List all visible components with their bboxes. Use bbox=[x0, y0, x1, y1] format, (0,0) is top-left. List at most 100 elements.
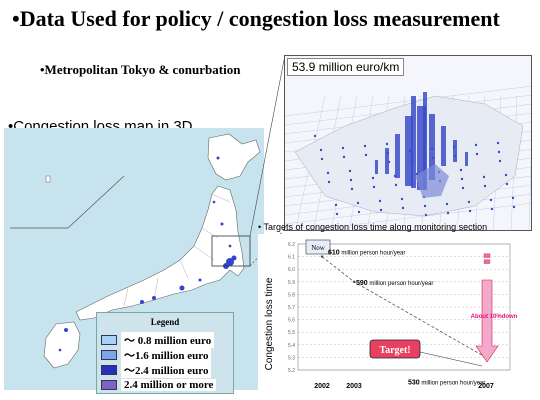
y-tick-label: 5.2 bbox=[288, 368, 295, 374]
inset-dot bbox=[452, 145, 456, 149]
inset-dot bbox=[482, 175, 486, 179]
inset-dot bbox=[504, 173, 508, 177]
legend-item-1: ～ 0.8 million euro bbox=[101, 331, 215, 348]
inset-bar bbox=[453, 140, 457, 162]
target-badge bbox=[369, 339, 421, 359]
chart-title: • Targets of congestion loss time along … bbox=[258, 222, 488, 232]
target-pointer bbox=[419, 351, 483, 367]
inset-dot bbox=[393, 174, 397, 178]
y-tick-label: 5.5 bbox=[288, 330, 295, 336]
inset-dot bbox=[423, 204, 427, 208]
legend-label-2: ～1.6 million euro bbox=[121, 346, 212, 363]
legend-item-4: 2.4 million or more bbox=[101, 378, 217, 391]
inset-dot bbox=[409, 158, 413, 162]
hokkaido-island bbox=[207, 133, 261, 181]
inset-dot bbox=[430, 147, 434, 151]
legend-label-3: ～2.4 million euro bbox=[121, 361, 212, 378]
inset-dot bbox=[386, 151, 390, 155]
okinawa-inset-line bbox=[10, 175, 125, 229]
target-label: Target! bbox=[379, 345, 410, 356]
series-point bbox=[352, 280, 356, 283]
inset-bar bbox=[417, 106, 426, 190]
inset-dot bbox=[387, 160, 391, 164]
inset-dot bbox=[401, 206, 405, 210]
inset-dot bbox=[446, 211, 450, 215]
chart: Congestion loss time 6.2 6.1 6.0 5.9 5.8 5.7 5… bbox=[258, 234, 536, 398]
inset-dot bbox=[356, 201, 360, 205]
inset-dot bbox=[379, 208, 383, 212]
tokyo-3d-svg bbox=[285, 56, 531, 230]
marker-610-b bbox=[483, 259, 491, 264]
now-label: Now bbox=[311, 244, 326, 252]
inset-dot bbox=[460, 177, 464, 181]
inset-dot bbox=[453, 154, 457, 158]
inset-dot bbox=[334, 203, 338, 207]
inset-dot bbox=[385, 142, 389, 146]
inset-dot bbox=[467, 200, 471, 204]
y-tick-label: 5.4 bbox=[288, 343, 295, 349]
kyushu-island bbox=[43, 321, 81, 369]
legend: Legend ～ 0.8 million euro ～1.6 million e… bbox=[96, 312, 234, 394]
metro-subtitle: •Metropolitan Tokyo & conurbation bbox=[40, 62, 241, 77]
inset-dot bbox=[498, 159, 502, 163]
inset-dot bbox=[475, 152, 479, 156]
y-tick-label: 6.1 bbox=[288, 255, 295, 261]
down-arrow bbox=[475, 279, 499, 363]
chart-y-ticks: 6.2 6.1 6.0 5.9 5.8 5.7 5.6 5.5 5.4 5.3 5.2 bbox=[288, 242, 295, 374]
x-tick-label: 2002 bbox=[314, 383, 330, 390]
slide-title: •Data Used for policy / congestion loss … bbox=[12, 6, 500, 31]
legend-swatch-1 bbox=[101, 334, 117, 345]
inset-bar bbox=[385, 148, 389, 174]
inset-dot bbox=[497, 150, 501, 154]
inset-dot bbox=[313, 134, 317, 138]
label-610: 610 million person hour/year bbox=[328, 250, 405, 257]
inset-dot bbox=[490, 207, 494, 211]
y-tick-label: 5.8 bbox=[288, 292, 295, 298]
legend-item-2: ～1.6 million euro bbox=[101, 346, 212, 363]
inset-dot bbox=[511, 196, 515, 200]
inset-dot bbox=[505, 182, 509, 186]
inset-dot bbox=[357, 210, 361, 214]
legend-title: Legend bbox=[150, 317, 180, 327]
inset-dot bbox=[459, 168, 463, 172]
chart-svg: Congestion loss time 6.2 6.1 6.0 5.9 5.8 5.7 5… bbox=[258, 234, 536, 398]
inset-dot bbox=[341, 146, 345, 150]
legend-label-1: ～ 0.8 million euro bbox=[121, 331, 215, 348]
inset-dot bbox=[400, 197, 404, 201]
inset-dot bbox=[364, 153, 368, 157]
legend-swatch-4 bbox=[101, 379, 117, 390]
inset-dot bbox=[378, 199, 382, 203]
legend-item-3: ～2.4 million euro bbox=[101, 361, 212, 378]
inset-bar bbox=[441, 126, 446, 166]
inset-dot bbox=[327, 180, 331, 184]
inset-dot bbox=[474, 143, 478, 147]
inset-dot bbox=[319, 148, 323, 152]
inset-bar bbox=[395, 134, 400, 178]
honshu-island bbox=[75, 185, 245, 321]
legend-swatch-2 bbox=[101, 349, 117, 360]
now-box bbox=[305, 239, 331, 255]
inset-bar bbox=[465, 152, 468, 166]
inset-dot bbox=[350, 187, 354, 191]
inset-dot bbox=[483, 184, 487, 188]
inset-dot bbox=[431, 156, 435, 160]
chart-ylabel: Congestion loss time bbox=[264, 277, 275, 370]
inset-dot bbox=[445, 202, 449, 206]
inset-dot bbox=[363, 144, 367, 148]
y-tick-label: 5.7 bbox=[288, 305, 295, 311]
inset-dot bbox=[408, 149, 412, 153]
inset-dot bbox=[371, 176, 375, 180]
y-tick-label: 5.9 bbox=[288, 280, 295, 286]
series-point bbox=[320, 255, 324, 258]
inset-dot bbox=[489, 198, 493, 202]
x-tick-label: 2007 bbox=[478, 383, 494, 390]
inset-dot bbox=[335, 212, 339, 216]
inset-dot bbox=[320, 157, 324, 161]
inset-dot bbox=[512, 205, 516, 209]
inset-dot bbox=[424, 213, 428, 217]
inset-dot bbox=[342, 155, 346, 159]
inset-dot bbox=[468, 209, 472, 213]
inset-dot bbox=[496, 141, 500, 145]
inset-dot bbox=[372, 185, 376, 189]
inset-bar bbox=[411, 96, 416, 188]
